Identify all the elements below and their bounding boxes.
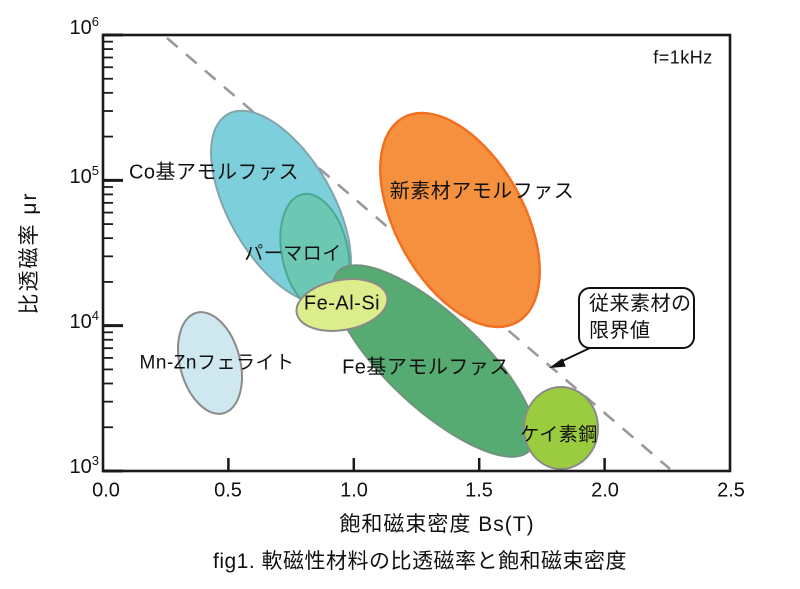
region-label-fe-al-si: Fe-Al-Si <box>303 292 381 315</box>
axis-ticks <box>103 33 606 473</box>
region-label-co-amorphous: Co基アモルファス <box>128 161 300 184</box>
y-axis-title: 比透磁率 μr <box>18 191 41 315</box>
y-tick-label: 105 <box>69 163 99 188</box>
y-tick-label: 103 <box>69 453 99 478</box>
limit-callout-line1: 従来素材の <box>589 293 692 315</box>
region-label-mn-zn-ferrite: Mn-Znフェライト <box>139 352 295 374</box>
x-tick-label: 0.5 <box>214 479 242 502</box>
y-tick-label: 104 <box>69 308 99 333</box>
region-label-silicon-steel: ケイ素鋼 <box>520 424 598 446</box>
ellipse-mn-zn-ferrite <box>177 311 243 415</box>
y-tick-label: 106 <box>69 14 99 39</box>
figure-caption: fig1. 軟磁性材料の比透磁率と飽和磁束密度 <box>212 550 628 573</box>
x-tick-label: 1.0 <box>340 479 368 502</box>
x-tick-label: 0.0 <box>92 479 120 502</box>
ellipse-silicon-steel <box>523 386 599 470</box>
x-tick-label: 2.0 <box>591 479 619 502</box>
x-axis-title: 飽和磁束密度 Bs(T) <box>339 513 535 536</box>
x-tick-label: 1.5 <box>465 479 493 502</box>
limit-callout: 従来素材の 限界値 <box>578 287 695 349</box>
frequency-note: f=1kHz <box>653 47 713 68</box>
ellipse-new-amorphous <box>379 111 541 329</box>
region-label-new-amorphous: 新素材アモルファス <box>389 180 575 203</box>
limit-callout-line2: 限界値 <box>589 320 651 342</box>
region-label-fe-amorphous: Fe基アモルファス <box>342 356 510 379</box>
callout-arrow-head <box>549 358 566 368</box>
x-tick-label: 2.5 <box>717 479 745 502</box>
plot-frame <box>101 33 732 473</box>
region-label-permalloy: パーマロイ <box>244 243 342 265</box>
ellipse-fe-al-si <box>295 278 389 332</box>
